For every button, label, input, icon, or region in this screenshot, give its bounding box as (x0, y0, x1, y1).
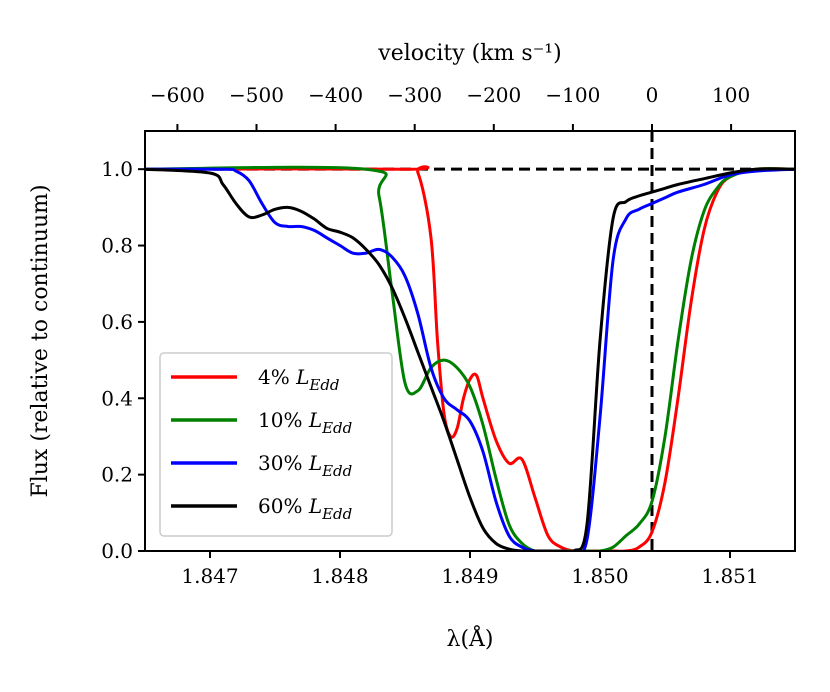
y-tick-label: 0.6 (101, 310, 133, 334)
series-line (145, 167, 795, 551)
top-tick-label: 0 (646, 83, 659, 107)
series-group (145, 165, 795, 551)
y-tick-label: 0.2 (101, 463, 133, 487)
top-tick-label: −400 (308, 83, 363, 107)
top-tick-label: −600 (150, 83, 205, 107)
ticks: 1.847 1.848 1.849 1.850 1.851 0.0 0.2 0.4 0.6 0.8… (101, 83, 758, 588)
top-tick-label: −300 (387, 83, 442, 107)
series-line (145, 165, 795, 551)
top-tick-label: −500 (229, 83, 284, 107)
x-tick-label: 1.849 (441, 564, 498, 588)
series-line (145, 165, 795, 551)
y-tick-label: 0.0 (101, 539, 133, 563)
x-tick-label: 1.848 (311, 564, 368, 588)
y-tick-label: 0.8 (101, 234, 133, 258)
top-tick-label: 100 (712, 83, 750, 107)
top-axis-label: velocity (km s⁻¹) (377, 41, 561, 66)
x-tick-label: 1.851 (701, 564, 758, 588)
x-axis-label: λ(Å) (447, 624, 494, 652)
x-tick-label: 1.850 (571, 564, 628, 588)
y-axis-label: Flux (relative to continuum) (28, 184, 53, 497)
series-line (145, 167, 795, 551)
y-tick-label: 1.0 (101, 157, 133, 181)
top-tick-label: −200 (466, 83, 521, 107)
x-tick-label: 1.847 (181, 564, 238, 588)
top-tick-label: −100 (545, 83, 600, 107)
y-tick-label: 0.4 (101, 386, 133, 410)
legend-box (159, 352, 393, 537)
